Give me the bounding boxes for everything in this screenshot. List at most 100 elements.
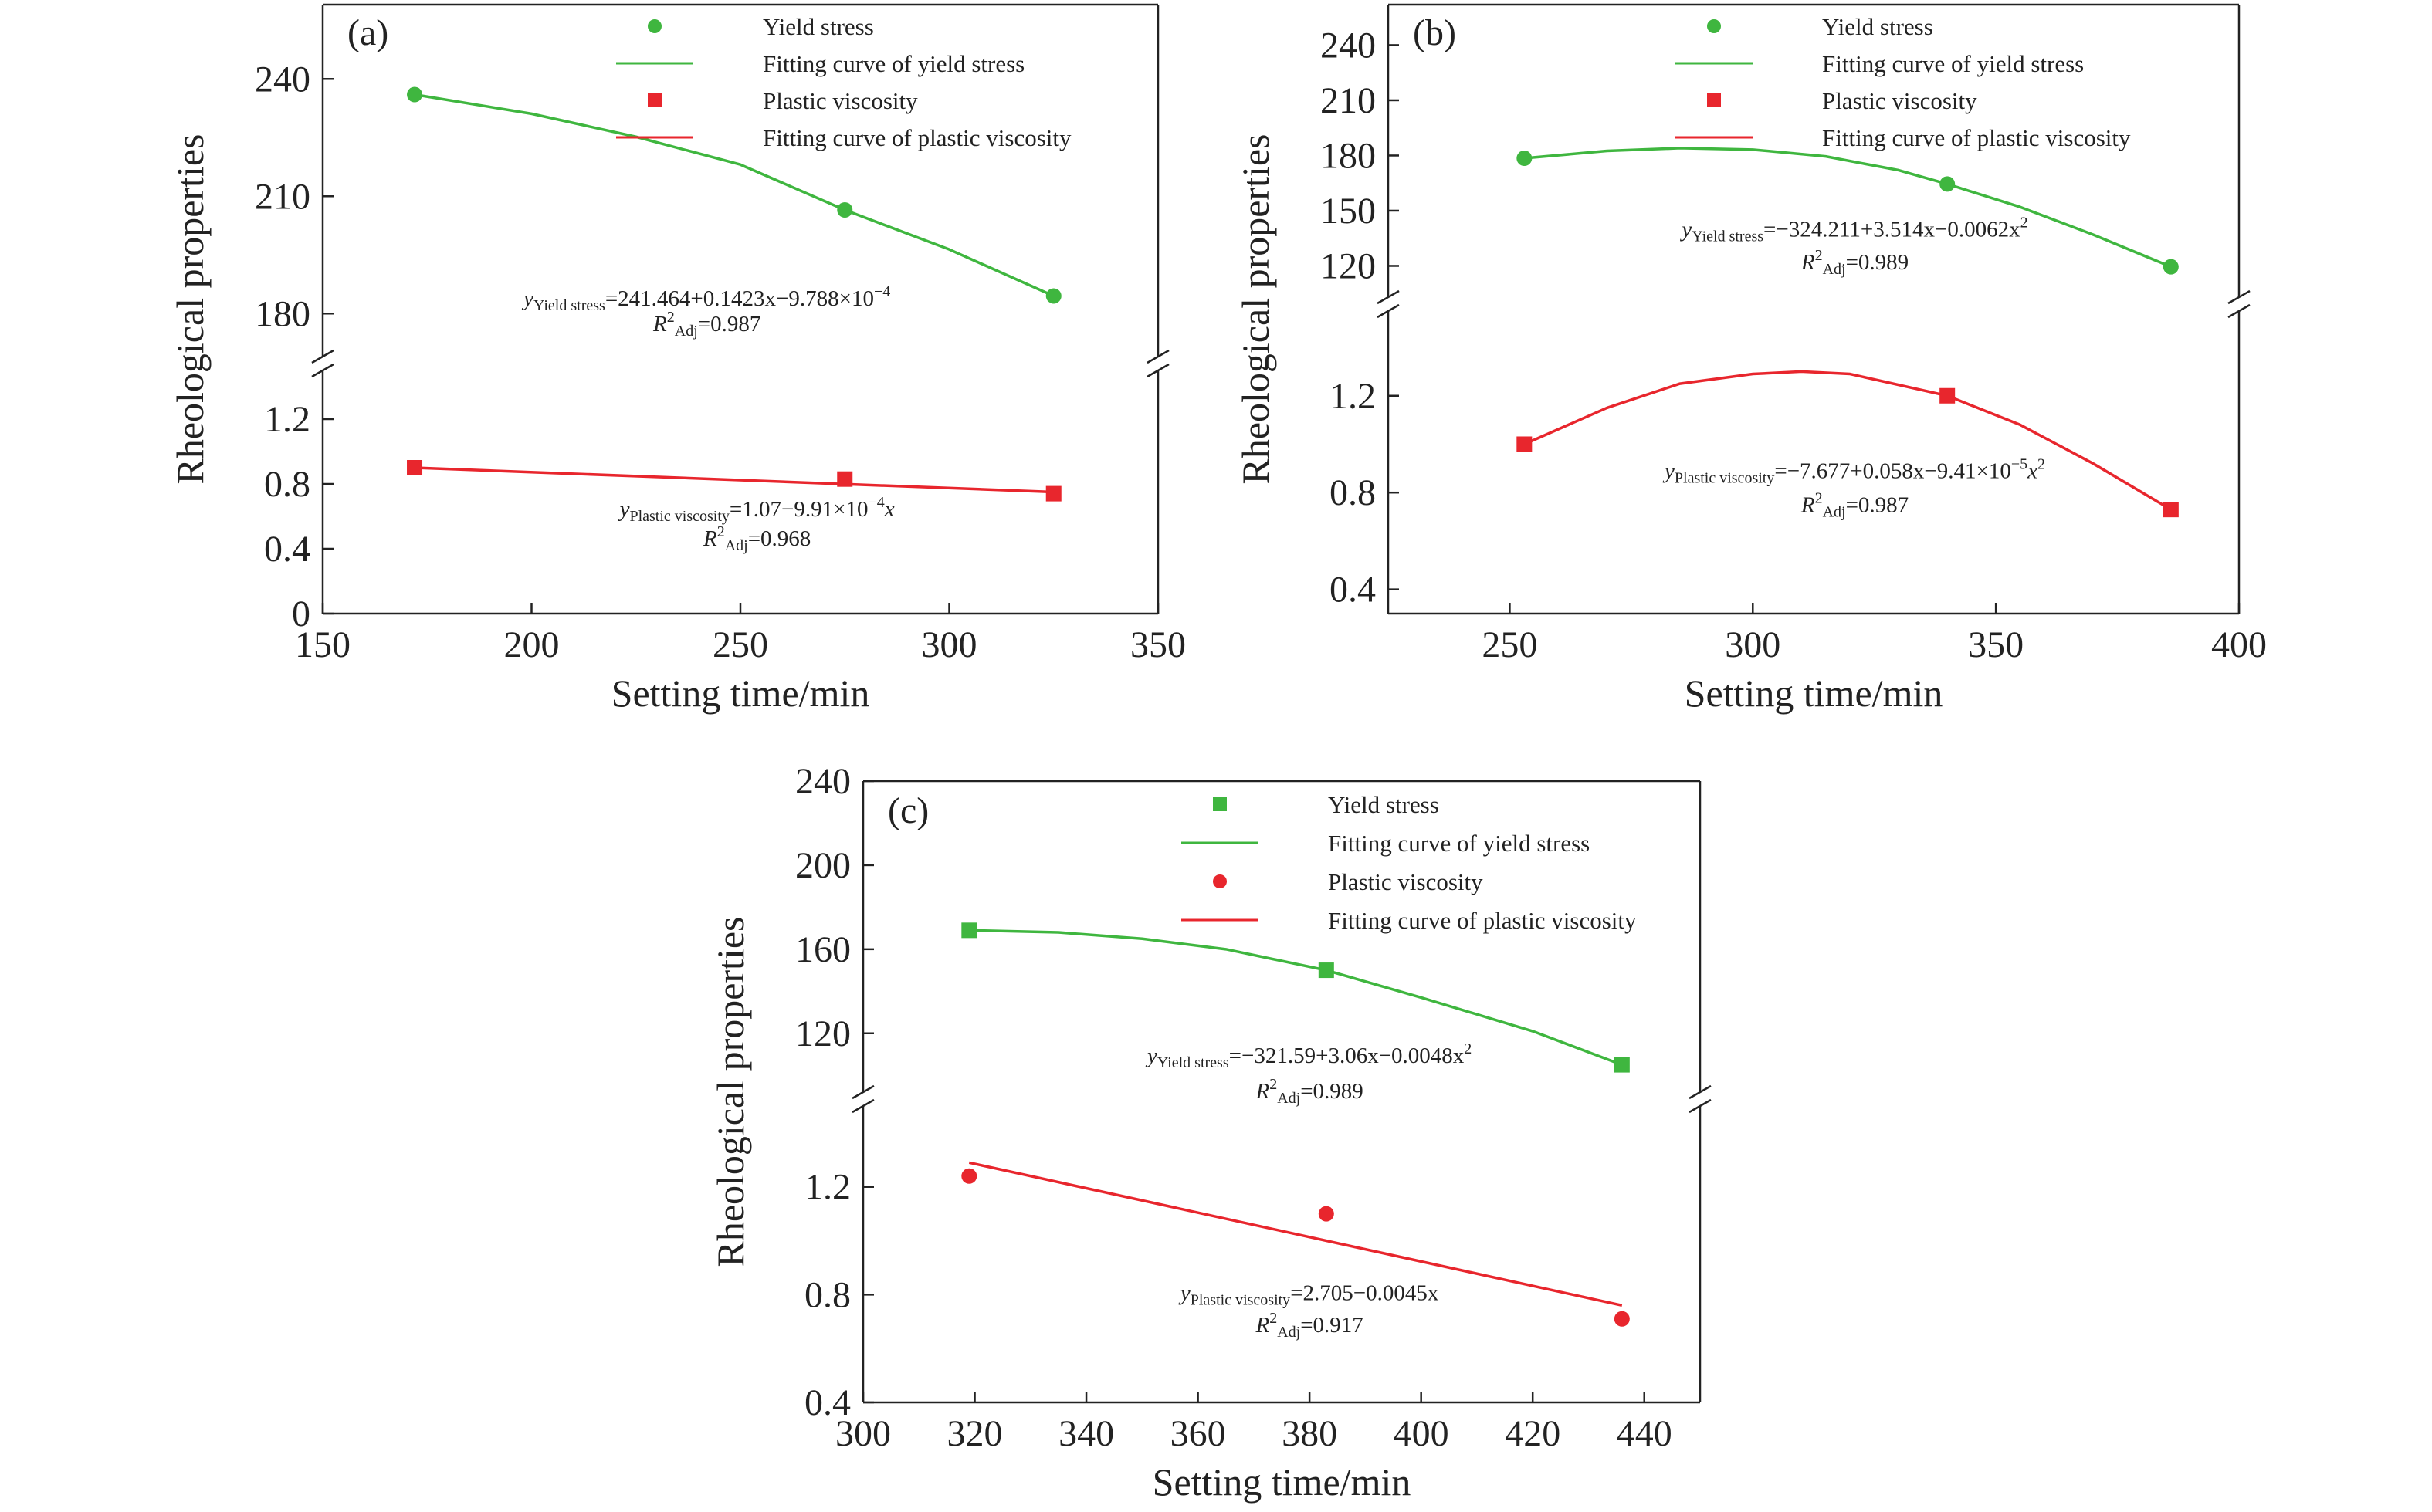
x-axis-title: Setting time/min xyxy=(611,671,870,715)
fit-r2: R2Adj=0.989 xyxy=(1800,247,1909,278)
fit-line-lower xyxy=(968,1161,1623,1307)
fit-line-lower xyxy=(414,466,1054,494)
y-tick-label-lower: 0.8 xyxy=(1329,472,1376,513)
x-tick-label: 300 xyxy=(1725,624,1780,665)
fit-r2: R2Adj=0.987 xyxy=(652,309,760,340)
x-tick-label: 400 xyxy=(1394,1413,1449,1454)
x-tick-label: 320 xyxy=(947,1413,1003,1454)
y-tick-label-lower: 1.2 xyxy=(804,1167,851,1208)
x-tick-label: 200 xyxy=(504,624,560,665)
legend-marker-swatch xyxy=(1707,19,1721,33)
y-tick-label-upper: 120 xyxy=(1320,245,1376,286)
fit-r2: R2Adj=0.968 xyxy=(703,523,811,554)
legend-entry: Fitting curve of plastic viscosity xyxy=(763,124,1072,151)
data-point-upper xyxy=(837,202,853,218)
x-tick-label: 250 xyxy=(1482,624,1537,665)
axis-break-mark xyxy=(1377,303,1400,319)
data-point-upper xyxy=(1318,962,1334,979)
y-tick-label-upper: 160 xyxy=(795,929,851,970)
legend-entry: Fitting curve of yield stress xyxy=(763,50,1025,77)
y-tick-label-lower: 0.8 xyxy=(264,464,310,505)
data-point-lower xyxy=(1614,1311,1630,1327)
panel-label: (a) xyxy=(347,12,388,53)
y-axis-title: Rheological properties xyxy=(709,916,752,1267)
fit-line-upper xyxy=(969,929,1623,1067)
y-tick-label-upper: 240 xyxy=(255,59,310,100)
legend-entry: Fitting curve of plastic viscosity xyxy=(1822,124,2131,151)
axis-break-mark xyxy=(852,1084,875,1100)
y-tick-label-lower: 1.2 xyxy=(264,399,310,440)
fit-equation: yYield stress=−321.59+3.06x−0.0048x2 xyxy=(1145,1040,1472,1071)
data-point-lower xyxy=(1318,1206,1334,1222)
legend-entry: Fitting curve of yield stress xyxy=(1822,50,2084,77)
data-point-lower xyxy=(961,1168,977,1184)
x-axis-title: Setting time/min xyxy=(1153,1460,1411,1504)
x-tick-label: 150 xyxy=(295,624,351,665)
axis-break-mark xyxy=(311,349,334,364)
legend-entry: Yield stress xyxy=(763,13,874,40)
x-axis-title: Setting time/min xyxy=(1685,671,1943,715)
y-tick-label-upper: 180 xyxy=(255,293,310,334)
legend-marker-swatch xyxy=(1707,93,1721,107)
y-axis-title: Rheological properties xyxy=(168,134,212,484)
data-point-lower xyxy=(2163,502,2179,518)
legend-marker-swatch xyxy=(648,19,662,33)
axis-break-mark xyxy=(1147,363,1170,378)
y-tick-label-lower: 0.4 xyxy=(264,529,310,570)
data-point-lower xyxy=(407,460,423,475)
data-point-upper xyxy=(407,86,423,103)
y-tick-label-upper: 200 xyxy=(795,845,851,886)
fit-r2: R2Adj=0.989 xyxy=(1255,1076,1363,1107)
data-point-upper xyxy=(1045,288,1062,304)
fit-equation: yPlastic viscosity=2.705−0.0045x xyxy=(1178,1280,1439,1308)
fit-line-lower xyxy=(1523,370,2172,511)
y-tick-label-upper: 180 xyxy=(1320,135,1376,176)
x-tick-label: 400 xyxy=(2211,624,2267,665)
y-tick-label-upper: 210 xyxy=(1320,80,1376,121)
axis-break-mark xyxy=(1377,289,1400,305)
x-tick-label: 300 xyxy=(922,624,977,665)
data-point-upper xyxy=(961,922,977,939)
data-point-upper xyxy=(1614,1057,1630,1073)
axis-break-mark xyxy=(2227,289,2251,305)
legend-entry: Yield stress xyxy=(1328,791,1439,818)
fit-equation: yYield stress=−324.211+3.514x−0.0062x2 xyxy=(1679,214,2027,245)
legend-entry: Fitting curve of plastic viscosity xyxy=(1328,907,1637,934)
y-tick-label-lower: 0.4 xyxy=(804,1382,851,1423)
axis-break-mark xyxy=(1689,1084,1712,1100)
axis-break-mark xyxy=(1689,1098,1712,1114)
panel-label: (c) xyxy=(888,790,929,831)
legend-marker-swatch xyxy=(1213,797,1227,811)
data-point-upper xyxy=(1516,151,1533,167)
legend-marker-swatch xyxy=(648,93,662,107)
y-tick-label-upper: 240 xyxy=(1320,25,1376,66)
axis-break-mark xyxy=(1147,349,1170,364)
data-point-lower xyxy=(1045,485,1062,502)
y-tick-label-lower: 0 xyxy=(292,594,310,634)
fit-equation: yPlastic viscosity=1.07−9.91×10−4x xyxy=(618,494,895,525)
axis-break-mark xyxy=(311,363,334,378)
legend-entry: Plastic viscosity xyxy=(763,87,918,114)
y-tick-label-upper: 150 xyxy=(1320,191,1376,232)
fit-r2: R2Adj=0.917 xyxy=(1255,1310,1363,1341)
y-tick-label-upper: 120 xyxy=(795,1013,851,1054)
legend-entry: Fitting curve of yield stress xyxy=(1328,830,1590,857)
x-tick-label: 250 xyxy=(713,624,768,665)
fit-equation: yYield stress=241.464+0.1423x−9.788×10−4 xyxy=(521,283,890,314)
fit-line-upper xyxy=(1524,147,2172,269)
data-point-lower xyxy=(1939,387,1956,404)
axis-break-mark xyxy=(2227,303,2251,319)
x-tick-label: 380 xyxy=(1282,1413,1337,1454)
data-point-lower xyxy=(1516,436,1533,452)
y-tick-label-lower: 1.2 xyxy=(1329,376,1376,417)
legend-entry: Plastic viscosity xyxy=(1822,87,1977,114)
x-tick-label: 350 xyxy=(1968,624,2024,665)
data-point-upper xyxy=(1939,176,1956,192)
x-tick-label: 360 xyxy=(1170,1413,1226,1454)
y-tick-label-lower: 0.8 xyxy=(804,1274,851,1315)
data-point-upper xyxy=(2163,259,2179,275)
legend-entry: Plastic viscosity xyxy=(1328,868,1483,895)
y-axis-title: Rheological properties xyxy=(1234,134,1277,484)
chart-panel-c: 300 320 340 360 380 400 420 440 120 160 200 240 0.4 0… xyxy=(709,761,1712,1504)
